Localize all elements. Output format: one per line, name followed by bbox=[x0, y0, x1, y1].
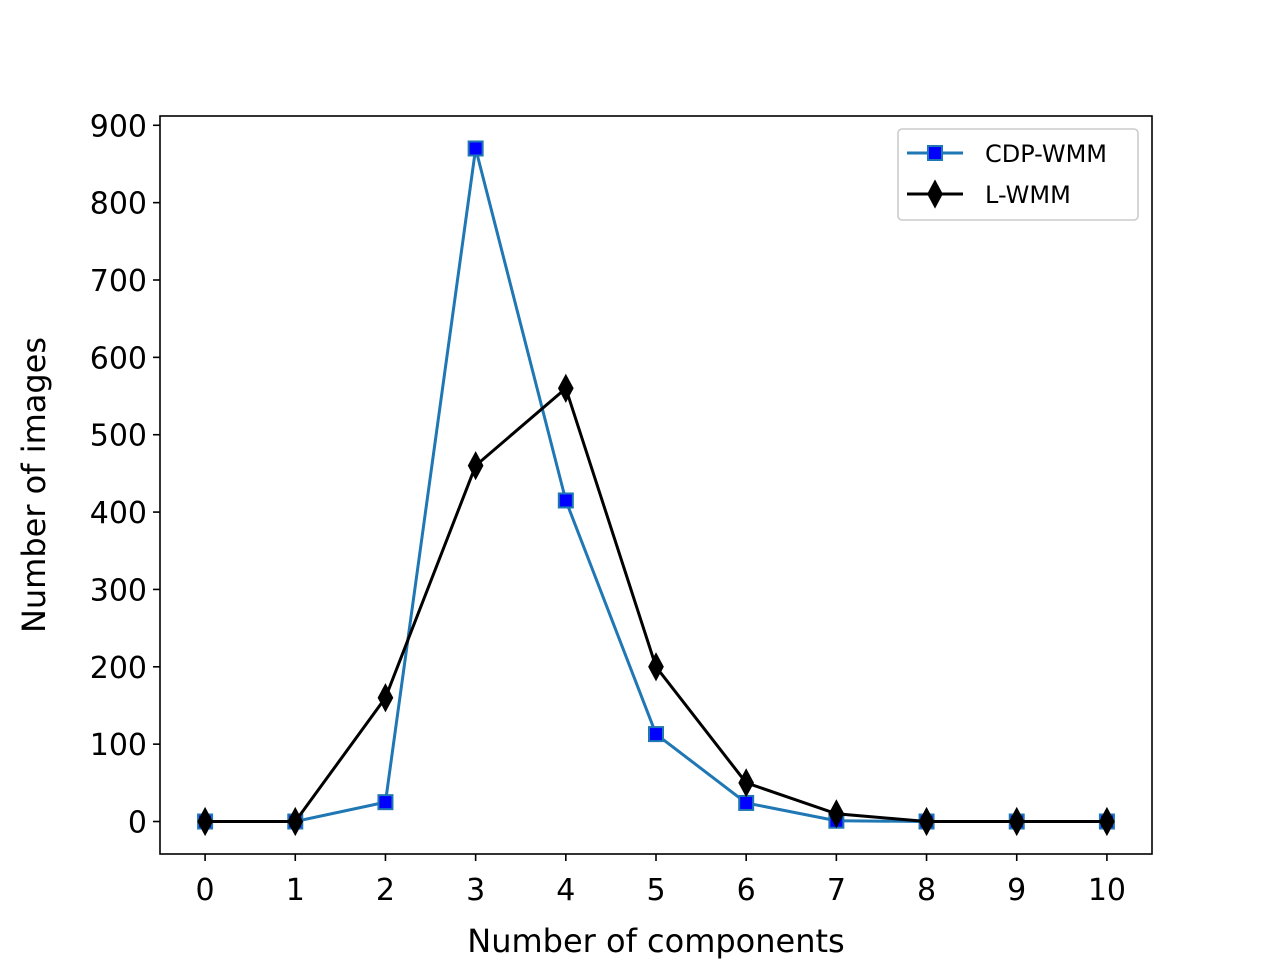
x-tick-label: 3 bbox=[466, 873, 485, 908]
series-cdp-wmm bbox=[197, 140, 1115, 830]
y-tick-label: 900 bbox=[90, 109, 147, 144]
x-tick-label: 0 bbox=[196, 873, 215, 908]
data-point-l-wmm bbox=[738, 768, 755, 798]
data-point-l-wmm bbox=[918, 806, 935, 837]
data-point-l-wmm bbox=[648, 652, 664, 682]
data-point-l-wmm bbox=[377, 683, 394, 713]
y-tick-label: 500 bbox=[90, 419, 147, 454]
x-tick-label: 5 bbox=[646, 873, 665, 908]
y-axis: 0 100 200 300 400 500 600 700 800 900 bbox=[90, 109, 160, 841]
series-line-cdp-wmm bbox=[205, 148, 1107, 824]
data-point-legend-l-wmm bbox=[927, 179, 943, 209]
x-tick-label: 4 bbox=[556, 873, 575, 908]
x-axis-label: Number of components bbox=[467, 922, 844, 960]
data-point-l-wmm bbox=[557, 373, 574, 403]
data-point-l-wmm bbox=[197, 806, 213, 837]
data-point-cdp-wmm bbox=[377, 794, 394, 811]
x-tick-label: 9 bbox=[1007, 873, 1026, 908]
y-tick-label: 0 bbox=[128, 806, 147, 841]
data-point-l-wmm bbox=[828, 799, 845, 829]
data-point-legend-cdp-wmm bbox=[927, 145, 943, 161]
data-point-cdp-wmm bbox=[738, 794, 755, 811]
data-point-cdp-wmm bbox=[557, 492, 574, 509]
series-l-wmm bbox=[197, 373, 1115, 837]
data-point-cdp-wmm bbox=[648, 726, 664, 743]
y-tick-label: 800 bbox=[90, 187, 147, 222]
y-tick-label: 300 bbox=[90, 573, 147, 608]
y-tick-label: 600 bbox=[90, 341, 147, 376]
x-axis: 0 1 2 3 4 5 6 7 8 9 10 bbox=[196, 854, 1126, 908]
legend-label-l-wmm: L-WMM bbox=[985, 181, 1071, 209]
data-point-l-wmm bbox=[287, 806, 304, 837]
y-tick-label: 700 bbox=[90, 264, 147, 299]
series-line-l-wmm bbox=[205, 385, 1107, 824]
y-tick-label: 400 bbox=[90, 496, 147, 531]
x-tick-label: 7 bbox=[827, 873, 846, 908]
y-axis-label: Number of images bbox=[15, 337, 53, 633]
data-point-cdp-wmm bbox=[467, 140, 484, 157]
data-point-l-wmm bbox=[1099, 806, 1115, 837]
x-tick-label: 1 bbox=[286, 873, 305, 908]
y-tick-label: 200 bbox=[90, 651, 147, 686]
y-tick-label: 100 bbox=[90, 728, 147, 763]
data-point-l-wmm bbox=[467, 451, 484, 481]
x-tick-label: 2 bbox=[376, 873, 395, 908]
x-tick-label: 10 bbox=[1088, 873, 1126, 908]
plot-frame bbox=[159, 115, 1153, 855]
series-layer bbox=[197, 140, 1115, 837]
x-tick-label: 8 bbox=[917, 873, 936, 908]
legend: CDP-WMM L-WMM bbox=[897, 128, 1139, 221]
data-point-l-wmm bbox=[1008, 806, 1025, 837]
x-tick-label: 6 bbox=[737, 873, 756, 908]
legend-label-cdp-wmm: CDP-WMM bbox=[985, 140, 1107, 168]
